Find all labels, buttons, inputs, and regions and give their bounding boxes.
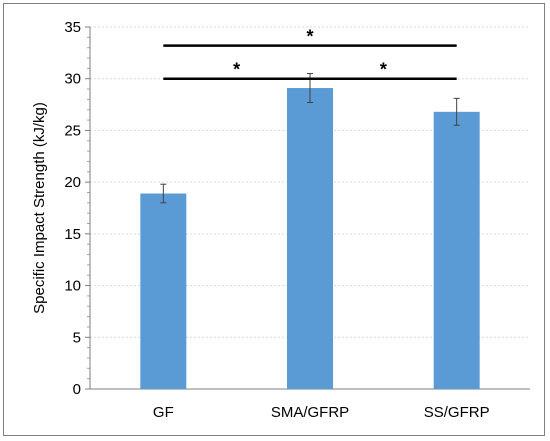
error-bars [160,73,460,204]
y-tick-label: 20 [64,174,81,191]
significance-brackets: * * * [163,27,457,80]
bar-sma-gfrp [287,88,333,389]
significance-star: * [233,60,240,80]
bar-gf [140,193,187,389]
y-tick-labels: 0 5 10 15 20 25 30 35 [64,19,81,398]
x-category-label: GF [153,404,174,421]
y-tick-label: 15 [64,226,81,243]
x-category-label: SMA/GFRP [271,404,349,421]
y-tick-label: 25 [64,122,81,139]
x-category-label: SS/GFRP [424,404,490,421]
x-category-labels: GF SMA/GFRP SS/GFRP [153,404,490,421]
y-tick-label: 0 [73,381,81,398]
bar-ss-gfrp [433,111,480,389]
y-tick-label: 30 [64,71,81,88]
significance-star: * [380,60,387,80]
y-tick-label: 5 [73,329,81,346]
y-axis-title: Specific Impact Strength (kJ/kg) [31,102,48,314]
bars [140,88,480,389]
significance-star: * [306,27,313,47]
y-tick-label: 35 [64,19,81,36]
y-tick-label: 10 [64,278,81,295]
